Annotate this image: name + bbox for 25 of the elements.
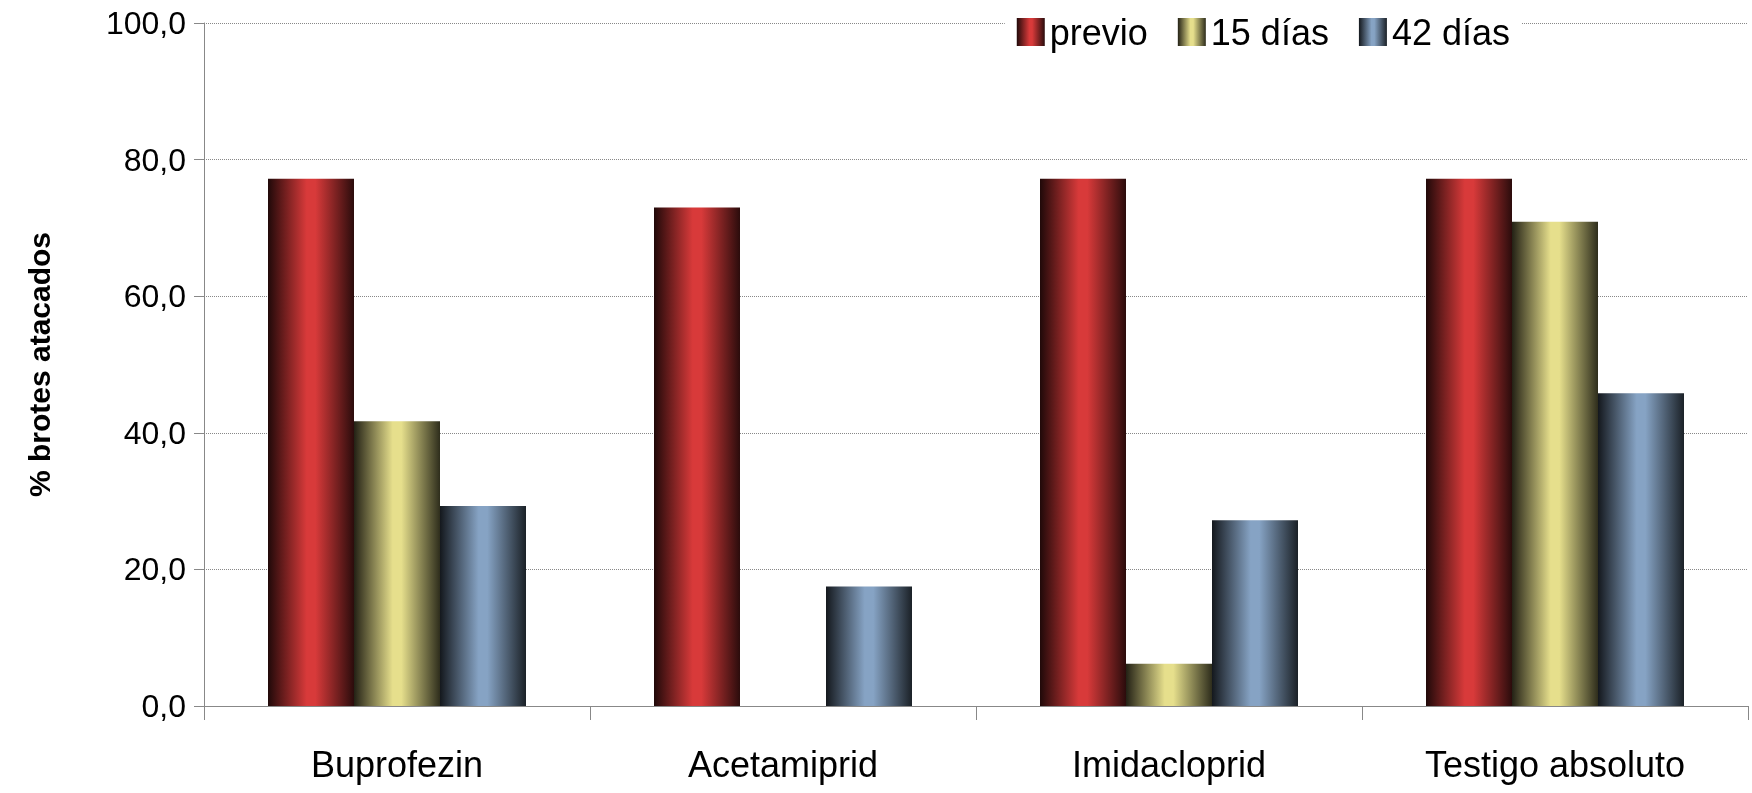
legend-label: 42 días	[1391, 11, 1510, 53]
bar	[1598, 393, 1684, 706]
y-tick-label: 0,0	[141, 688, 186, 724]
bar	[268, 178, 354, 706]
x-tick-label: Imidacloprid	[1071, 743, 1267, 785]
legend-label: 15 días	[1210, 11, 1329, 53]
y-tick-label: 100,0	[105, 5, 186, 41]
x-tick-label: Acetamiprid	[687, 743, 879, 785]
bar	[1212, 520, 1298, 706]
bar	[440, 505, 526, 706]
y-tick-label: 20,0	[123, 551, 186, 588]
x-tick-label: Testigo absoluto	[1424, 743, 1686, 785]
y-tick-label: 60,0	[123, 278, 186, 315]
bar	[1426, 178, 1512, 706]
y-tick-label: 40,0	[123, 414, 186, 451]
bar	[354, 421, 440, 706]
x-tick-label: Buprofezin	[310, 743, 484, 785]
bar	[654, 207, 740, 706]
bar	[826, 586, 912, 706]
bar	[1040, 178, 1126, 706]
y-tick-label: 80,0	[123, 141, 186, 178]
bar	[1126, 663, 1212, 706]
bar	[1512, 221, 1598, 706]
y-axis-title: % brotes atacados	[22, 231, 56, 498]
legend-label: previo	[1049, 11, 1148, 53]
